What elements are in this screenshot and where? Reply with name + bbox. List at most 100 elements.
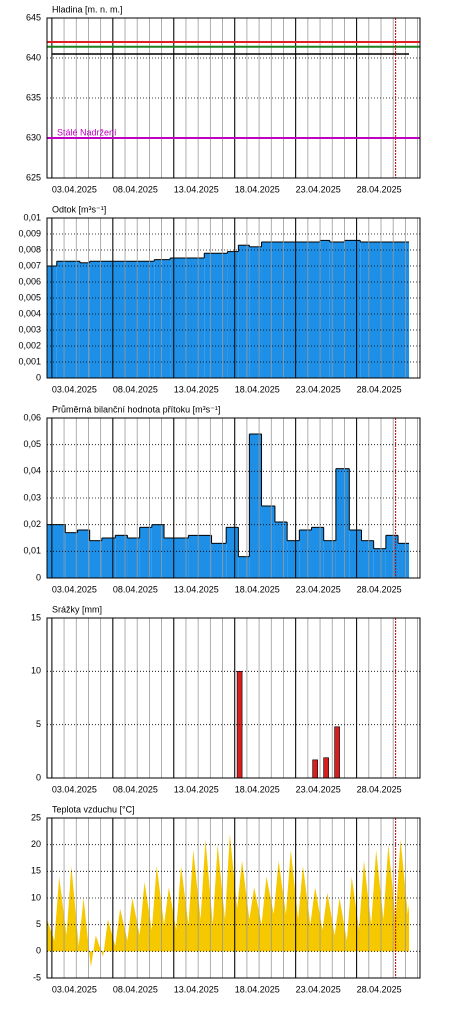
step-bar — [65, 532, 78, 578]
step-bar — [211, 543, 227, 578]
y-tick-label: 0,03 — [23, 492, 41, 502]
y-tick-label: 0 — [36, 572, 41, 582]
y-tick-label: 0 — [36, 772, 41, 782]
y-tick-label: 15 — [31, 612, 41, 622]
chart-title: Srážky [mm] — [52, 604, 102, 614]
x-tick-label: 18.04.2025 — [235, 784, 280, 794]
y-tick-label: 0,04 — [23, 466, 41, 476]
y-tick-label: 0,007 — [18, 260, 41, 270]
x-tick-label: 03.04.2025 — [52, 784, 97, 794]
step-bar — [274, 522, 288, 578]
chart-title: Průměrná bilanční hodnota přítoku [m³s⁻¹… — [52, 404, 220, 414]
step-bar — [56, 261, 80, 378]
step-bar — [227, 251, 239, 378]
y-tick-label: 0,05 — [23, 439, 41, 449]
x-tick-label: 13.04.2025 — [174, 984, 219, 994]
x-tick-label: 18.04.2025 — [235, 384, 280, 394]
y-tick-label: 0,004 — [18, 308, 41, 318]
x-tick-label: 13.04.2025 — [174, 584, 219, 594]
y-tick-label: 0,001 — [18, 356, 41, 366]
y-tick-label: 645 — [26, 12, 41, 22]
step-bar — [385, 535, 399, 578]
plot-background — [47, 618, 420, 778]
step-bar — [311, 527, 324, 578]
y-tick-label: 10 — [31, 666, 41, 676]
x-tick-label: 08.04.2025 — [113, 784, 158, 794]
y-tick-label: 640 — [26, 52, 41, 62]
step-bar — [323, 540, 336, 578]
y-tick-label: -5 — [33, 972, 41, 982]
y-tick-label: 0,02 — [23, 519, 41, 529]
step-bar — [361, 540, 374, 578]
y-tick-label: 0 — [36, 372, 41, 382]
y-tick-label: 625 — [26, 172, 41, 182]
y-tick-label: 0,008 — [18, 244, 41, 254]
step-bar — [204, 253, 228, 378]
x-tick-label: 03.04.2025 — [52, 984, 97, 994]
x-tick-label: 13.04.2025 — [174, 384, 219, 394]
step-bar — [115, 535, 128, 578]
x-tick-label: 23.04.2025 — [296, 584, 341, 594]
step-bar — [151, 524, 165, 578]
y-tick-label: 0,005 — [18, 292, 41, 302]
y-tick-label: 635 — [26, 92, 41, 102]
x-tick-label: 28.04.2025 — [357, 984, 402, 994]
bar — [312, 759, 318, 779]
x-tick-label: 28.04.2025 — [357, 584, 402, 594]
chart-title: Hladina [m. n. m.] — [52, 4, 123, 14]
step-bar — [238, 245, 250, 378]
plot-frame — [46, 817, 421, 979]
y-tick-label: 15 — [31, 866, 41, 876]
step-bar — [188, 535, 212, 578]
chart-title: Odtok [m³s⁻¹] — [52, 204, 106, 214]
plot-frame — [46, 617, 421, 779]
plot-frame — [46, 217, 421, 379]
step-bar — [349, 530, 362, 578]
step-bar — [127, 538, 140, 578]
x-tick-label: 13.04.2025 — [174, 184, 219, 194]
y-tick-label: 0,003 — [18, 324, 41, 334]
step-bar — [335, 468, 350, 578]
step-bar — [249, 434, 262, 578]
plot-frame — [46, 17, 421, 179]
step-bar — [360, 242, 410, 378]
x-tick-label: 23.04.2025 — [296, 784, 341, 794]
x-tick-label: 08.04.2025 — [113, 184, 158, 194]
step-bar — [89, 261, 155, 378]
step-bar — [79, 262, 90, 378]
step-bar — [373, 548, 386, 578]
step-bar — [398, 543, 410, 578]
step-bar — [170, 258, 205, 378]
y-tick-label: 0 — [36, 946, 41, 956]
x-tick-label: 03.04.2025 — [52, 184, 97, 194]
x-tick-label: 18.04.2025 — [235, 584, 280, 594]
step-bar — [344, 240, 361, 378]
step-bar — [77, 530, 90, 578]
y-tick-label: 20 — [31, 839, 41, 849]
step-bar — [139, 527, 152, 578]
x-tick-label: 23.04.2025 — [296, 384, 341, 394]
step-bar — [261, 506, 275, 578]
step-bar — [299, 530, 312, 578]
y-tick-label: 5 — [36, 919, 41, 929]
x-tick-label: 08.04.2025 — [113, 384, 158, 394]
x-tick-label: 18.04.2025 — [235, 184, 280, 194]
x-tick-label: 18.04.2025 — [235, 984, 280, 994]
x-tick-label: 03.04.2025 — [52, 384, 97, 394]
x-tick-label: 08.04.2025 — [113, 584, 158, 594]
step-bar — [261, 242, 321, 378]
x-tick-label: 23.04.2025 — [296, 184, 341, 194]
x-tick-label: 28.04.2025 — [357, 184, 402, 194]
bar — [334, 726, 340, 779]
x-tick-label: 28.04.2025 — [357, 784, 402, 794]
y-tick-label: 630 — [26, 132, 41, 142]
step-bar — [249, 246, 262, 378]
y-tick-label: 0,006 — [18, 276, 41, 286]
y-tick-label: 0,06 — [23, 412, 41, 422]
step-bar — [89, 540, 102, 578]
step-bar — [238, 556, 250, 578]
step-bar — [164, 538, 189, 578]
y-tick-label: 0,01 — [23, 212, 41, 222]
step-bar — [320, 240, 330, 378]
